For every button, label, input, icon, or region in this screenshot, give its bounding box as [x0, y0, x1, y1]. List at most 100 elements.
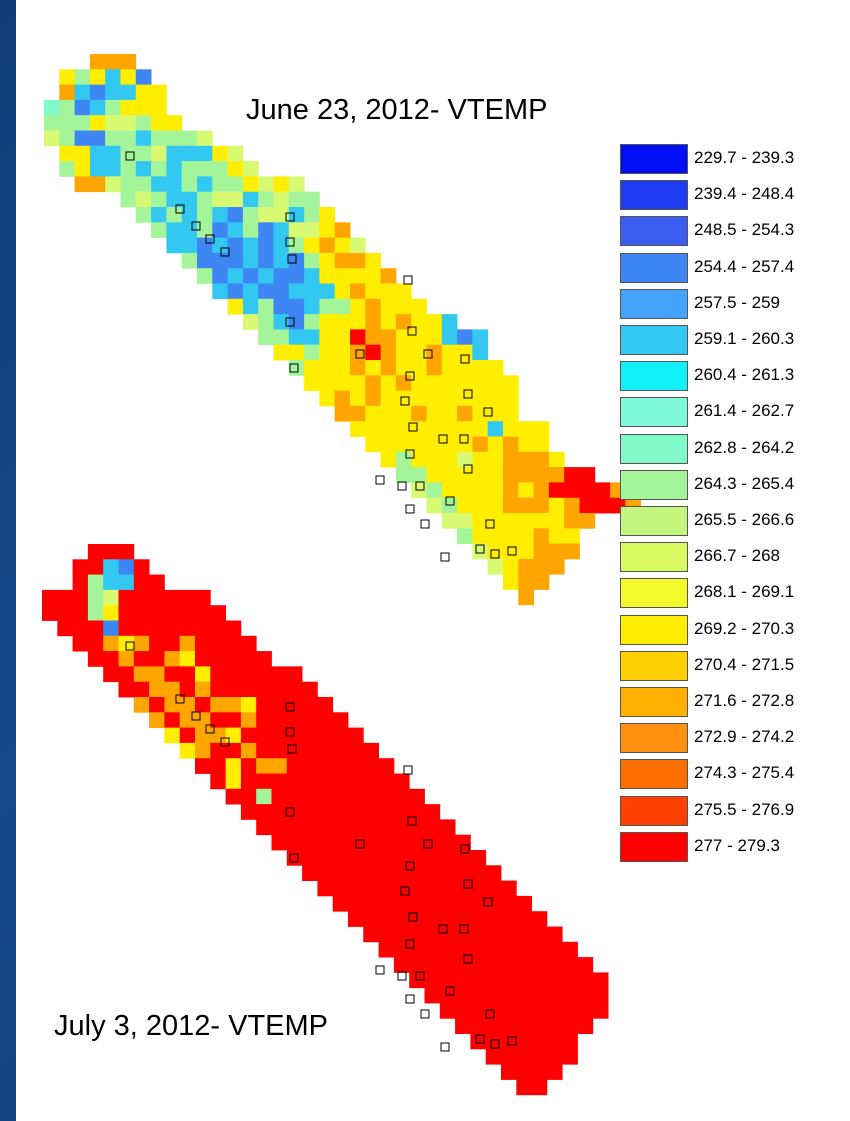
legend-item: 264.3 - 265.4: [620, 469, 850, 500]
raster-cell: [240, 635, 257, 652]
plot-marker: [423, 839, 433, 849]
raster-cell: [485, 972, 502, 989]
raster-cell: [426, 314, 443, 330]
raster-cell: [256, 819, 272, 836]
raster-cell: [393, 941, 410, 958]
legend-item: 275.5 - 276.9: [620, 795, 850, 826]
raster-cell: [210, 712, 226, 728]
raster-cell: [592, 972, 609, 989]
raster-cell: [271, 773, 288, 790]
raster-cell: [365, 375, 381, 391]
raster-cell: [317, 758, 334, 774]
raster-cell: [531, 911, 548, 927]
raster-cell: [319, 237, 336, 254]
raster-cell: [531, 972, 548, 989]
raster-cell: [133, 559, 150, 575]
legend-item: 268.1 - 269.1: [620, 578, 850, 609]
plot-marker: [415, 481, 425, 491]
raster-cell: [149, 697, 165, 713]
raster-cell: [242, 252, 259, 269]
raster-cell: [365, 314, 381, 330]
raster-cell: [197, 252, 213, 269]
raster-cell: [286, 681, 303, 698]
raster-cell: [164, 727, 181, 744]
raster-cell: [577, 1018, 594, 1034]
raster-cell: [135, 161, 152, 177]
raster-cell: [288, 222, 305, 238]
raster-cell: [424, 895, 441, 912]
raster-cell: [334, 344, 351, 361]
raster-cell: [395, 405, 412, 422]
raster-cell: [89, 130, 106, 147]
raster-cell: [304, 283, 320, 300]
raster-cell: [348, 742, 364, 759]
raster-cell: [212, 252, 228, 269]
raster-cell: [89, 84, 106, 101]
raster-cell: [518, 558, 534, 575]
raster-cell: [319, 375, 336, 391]
raster-cell: [44, 130, 60, 147]
raster-cell: [380, 283, 397, 300]
raster-cell: [501, 941, 517, 958]
plot-marker: [438, 924, 448, 934]
raster-cell: [273, 329, 290, 346]
raster-cell: [89, 54, 106, 70]
raster-cell: [518, 482, 534, 499]
raster-cell: [74, 145, 91, 162]
raster-cell: [348, 850, 364, 866]
raster-cell: [240, 758, 257, 774]
raster-cell: [409, 788, 425, 805]
raster-cell: [195, 666, 211, 683]
raster-cell: [378, 819, 395, 836]
raster-cell: [227, 176, 244, 193]
raster-cell: [363, 788, 379, 805]
raster-cell: [395, 344, 412, 361]
raster-cell: [441, 436, 458, 453]
raster-cell: [533, 574, 550, 590]
raster-cell: [439, 911, 456, 927]
raster-cell: [210, 758, 226, 774]
raster-cell: [271, 712, 288, 728]
legend-swatch: [620, 180, 688, 211]
plot-marker: [445, 496, 455, 506]
raster-cell: [59, 145, 75, 162]
raster-cell: [225, 697, 242, 713]
raster-cell: [74, 99, 91, 116]
legend-swatch: [620, 759, 688, 790]
raster-cell: [393, 895, 410, 912]
raster-cell: [304, 222, 320, 238]
raster-cell: [197, 176, 213, 193]
raster-cell: [197, 130, 213, 147]
raster-cell: [286, 773, 303, 790]
raster-cell: [395, 390, 412, 407]
raster-cell: [487, 467, 504, 483]
raster-cell: [286, 804, 303, 820]
legend-item: 266.7 - 268: [620, 542, 850, 573]
raster-cell: [256, 712, 272, 728]
raster-cell: [548, 513, 565, 529]
legend-item: 271.6 - 272.8: [620, 687, 850, 717]
raster-cell: [105, 84, 121, 101]
raster-cell: [179, 589, 196, 606]
raster-cell: [455, 987, 471, 1004]
raster-cell: [531, 1064, 548, 1080]
raster-cell: [562, 957, 578, 973]
raster-cell: [378, 850, 395, 866]
legend-label: 274.3 - 275.4: [694, 763, 795, 783]
raster-cell: [242, 314, 259, 330]
plot-marker: [287, 744, 297, 754]
raster-cell: [135, 69, 152, 85]
raster-cell: [334, 298, 351, 315]
raster-cell: [59, 130, 75, 147]
raster-cell: [546, 1003, 563, 1019]
plot-marker: [285, 807, 295, 817]
raster-cell: [135, 145, 152, 162]
raster-cell: [181, 176, 198, 193]
raster-cell: [227, 161, 244, 177]
raster-cell: [258, 329, 274, 346]
raster-cell: [365, 344, 381, 361]
raster-cell: [256, 804, 272, 820]
legend-label: 275.5 - 276.9: [694, 799, 795, 819]
raster-cell: [258, 314, 274, 330]
raster-cell: [256, 742, 272, 759]
